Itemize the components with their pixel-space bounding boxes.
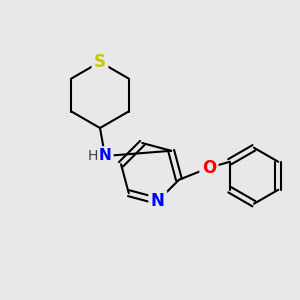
Text: S: S: [94, 53, 106, 71]
Text: N: N: [99, 148, 111, 164]
Text: N: N: [151, 192, 165, 210]
Text: O: O: [202, 159, 216, 177]
Text: H: H: [88, 149, 98, 163]
